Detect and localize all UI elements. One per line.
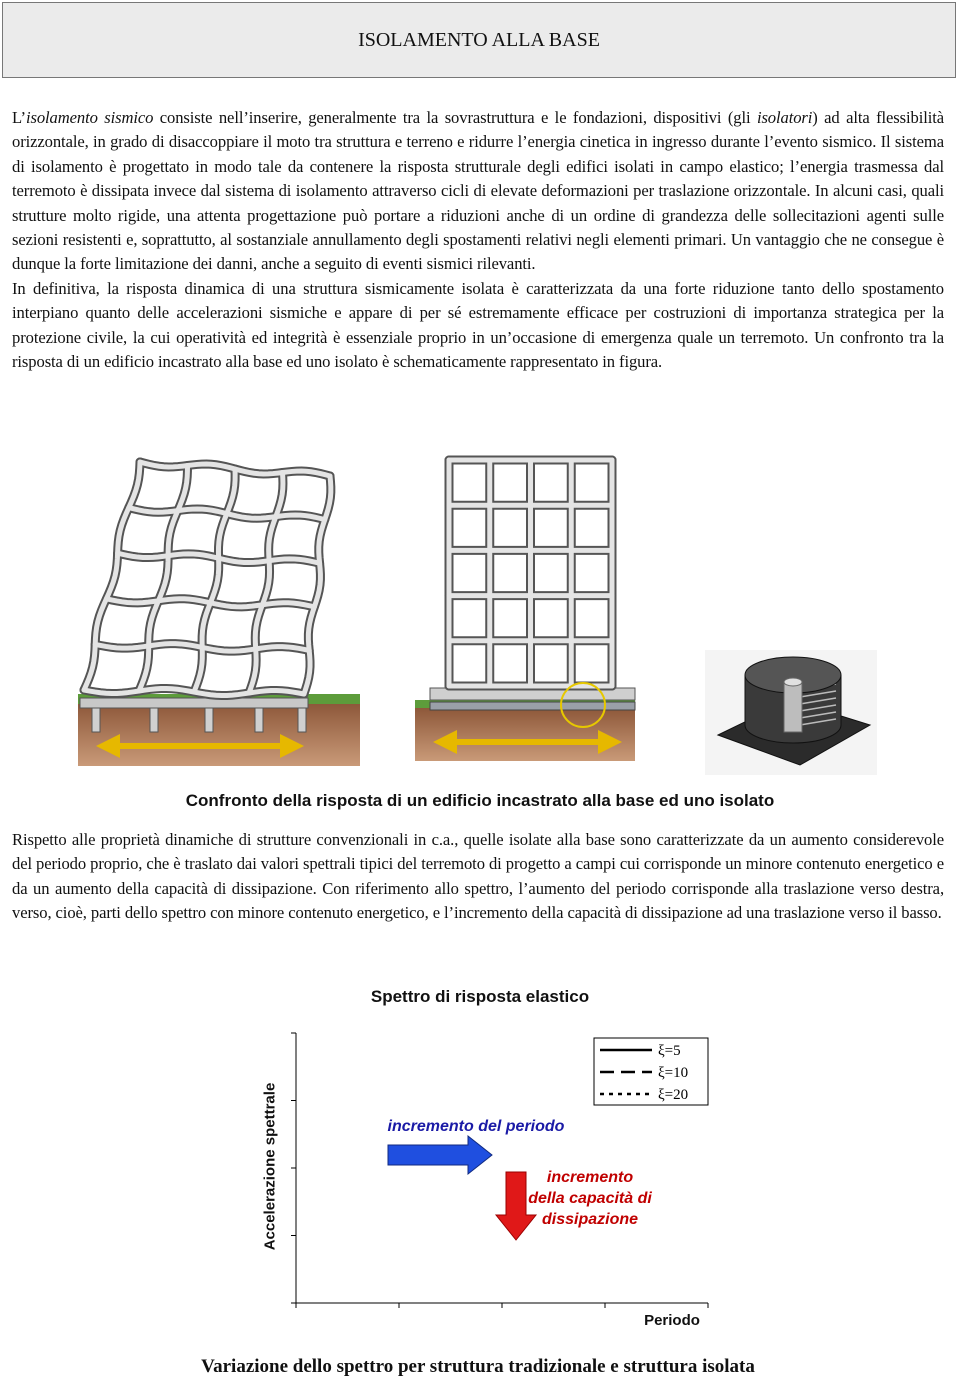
damping-arrow: [494, 1171, 538, 1241]
x-axis-label: Periodo: [644, 1312, 700, 1329]
annotation: incremento del periodo: [387, 1118, 565, 1135]
text-run: isolamento sismico: [25, 108, 154, 127]
body-text: L’isolamento sismico consiste nell’inser…: [12, 106, 944, 374]
text-run: L’: [12, 108, 26, 127]
frame-member-face: [81, 685, 307, 699]
body-text: Rispetto alle proprietà dinamiche di str…: [12, 828, 944, 926]
paragraph: L’isolamento sismico consiste nell’inser…: [12, 106, 944, 277]
soil: [78, 700, 360, 766]
legend-label: ξ=5: [658, 1043, 681, 1059]
page-title: ISOLAMENTO ALLA BASE: [358, 28, 600, 51]
paragraph: In definitiva, la risposta dinamica di u…: [12, 277, 944, 375]
text-run: consiste nell’inserire, generalmente tra…: [153, 108, 757, 127]
building-figure: [78, 455, 877, 775]
text-run: isolatori: [756, 108, 813, 127]
piles: [91, 707, 307, 733]
period-arrow: [387, 1134, 493, 1176]
frame-member-face: [126, 505, 328, 523]
frame-member-face: [81, 459, 143, 693]
frame-member-face: [301, 473, 334, 697]
frame-member-face: [191, 466, 238, 695]
frame-member-face: [103, 596, 317, 610]
isolator-core-top: [783, 677, 803, 687]
isolator-core: [783, 681, 803, 733]
frame-member-face: [137, 459, 333, 479]
isolation-layer: [429, 701, 636, 711]
chart: ξ=5 ξ=10 ξ=20: [291, 1032, 709, 1308]
y-axis-label: Accelerazione spettrale: [261, 1082, 279, 1251]
figure-caption: Confronto della risposta di un edificio …: [185, 791, 775, 810]
highlight: [560, 682, 606, 728]
straight-frame: [444, 455, 617, 691]
frame-member-face: [115, 550, 323, 566]
frame-member-face: [92, 641, 312, 654]
foundation: [79, 697, 309, 709]
legend-label: ξ=10: [658, 1065, 688, 1081]
annotation: incremento della capacità di dissipazion…: [528, 1169, 652, 1228]
title-box: ISOLAMENTO ALLA BASE: [2, 2, 956, 78]
paragraph: Rispetto alle proprietà dinamiche di str…: [12, 828, 944, 926]
legend-label: ξ=20: [658, 1087, 688, 1103]
chart-caption: Variazione dello spettro per struttura t…: [201, 1356, 755, 1377]
frame-member-face: [246, 470, 286, 696]
frame-member-face: [136, 463, 190, 694]
text-run: In definitiva, la risposta dinamica di u…: [12, 278, 944, 372]
soil: [415, 705, 635, 761]
chart-title: Spettro di risposta elastico: [370, 987, 590, 1006]
text-run: Rispetto alle proprietà dinamiche di str…: [12, 830, 944, 923]
text-run: ) ad alta flessibilità orizzontale, in g…: [12, 108, 944, 274]
bent-frame: [79, 457, 336, 701]
